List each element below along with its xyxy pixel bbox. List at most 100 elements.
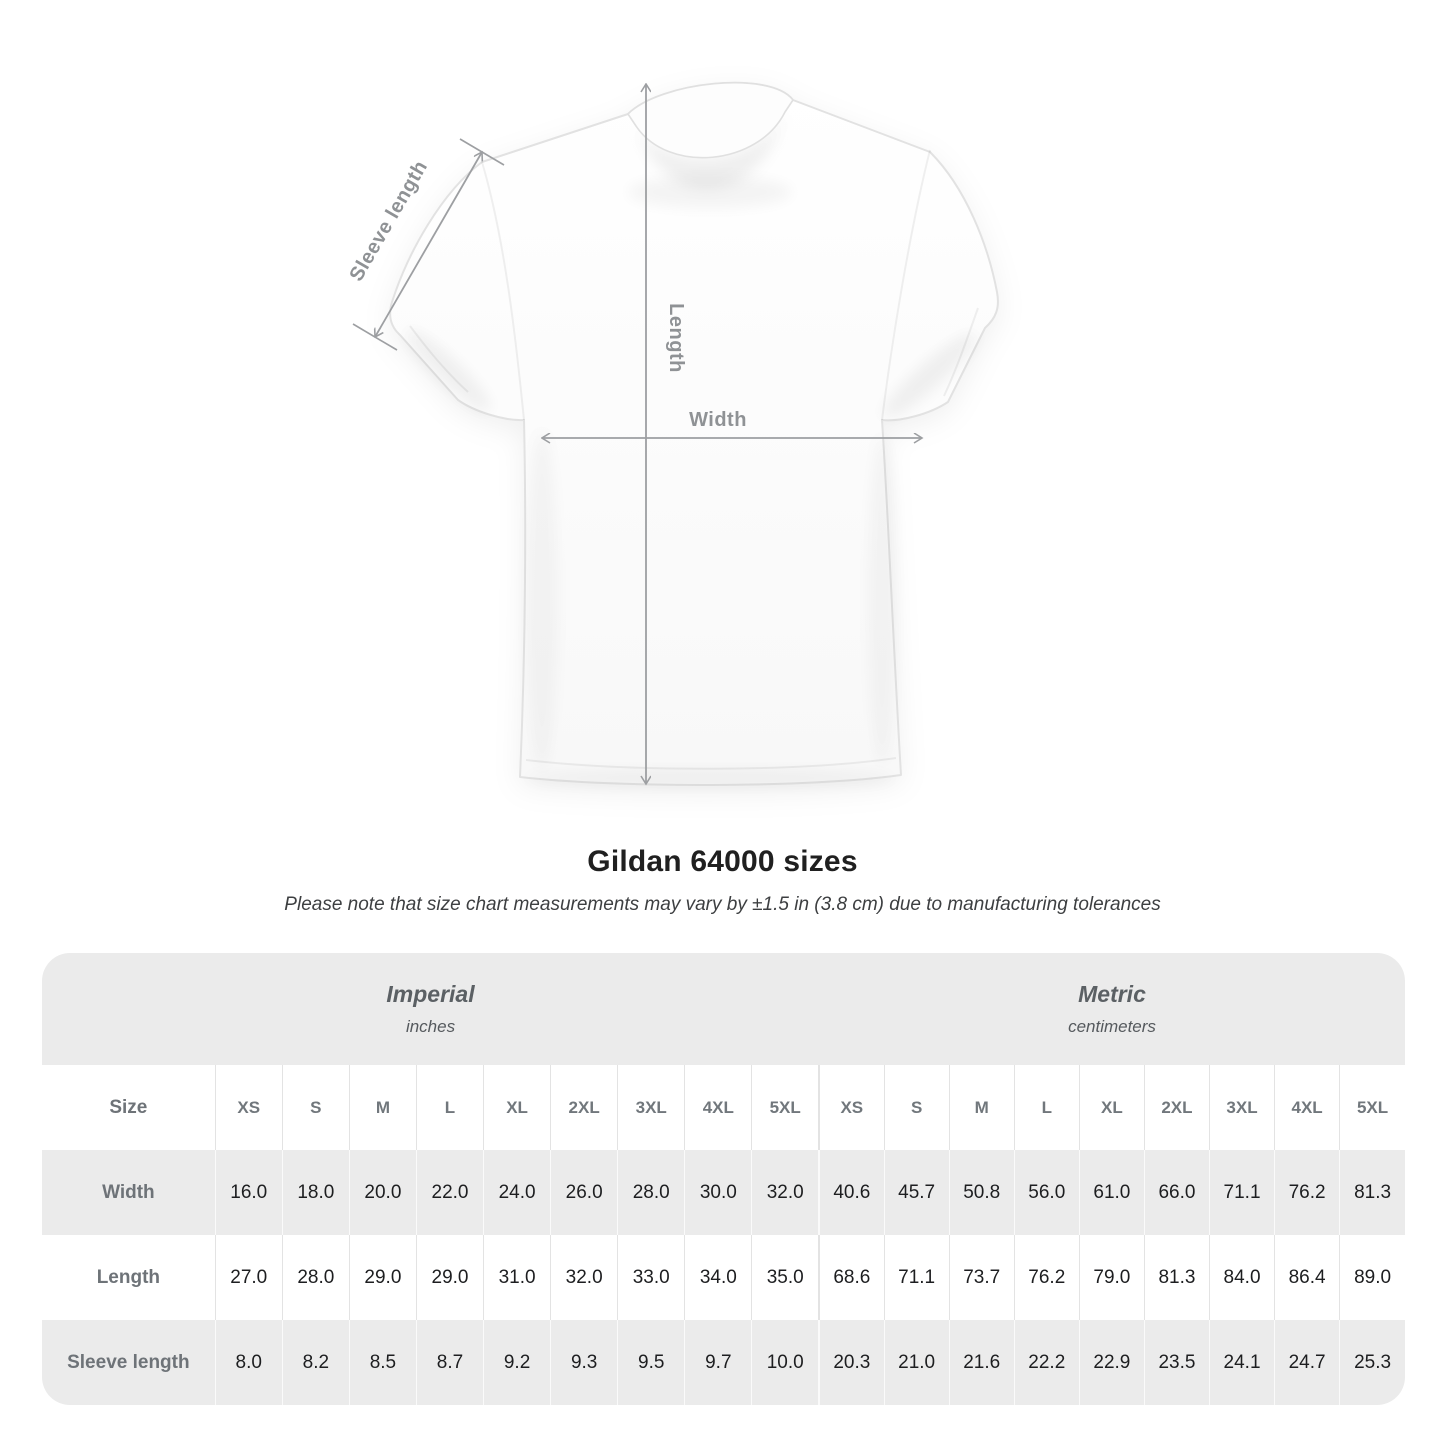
col-header: XS xyxy=(818,1065,885,1150)
value-cell: 89.0 xyxy=(1339,1235,1405,1320)
value-cell: 18.0 xyxy=(281,1150,350,1235)
unit-group-header-row: Imperial inches Metric centimeters xyxy=(42,953,1405,1065)
col-header: XS xyxy=(214,1065,283,1150)
length-row: Length 27.0 28.0 29.0 29.0 31.0 32.0 33.… xyxy=(42,1235,1405,1320)
value-cell: 26.0 xyxy=(550,1150,618,1235)
col-header: 3XL xyxy=(617,1065,685,1150)
value-cell: 32.0 xyxy=(751,1150,820,1235)
value-cell: 21.6 xyxy=(948,1320,1015,1405)
measurement-arrows xyxy=(352,84,922,784)
size-table: Imperial inches Metric centimeters Size … xyxy=(42,953,1405,1405)
imperial-group-header: Imperial inches xyxy=(42,953,820,1065)
value-cell: 84.0 xyxy=(1208,1235,1275,1320)
value-cell: 22.2 xyxy=(1013,1320,1080,1405)
value-cell: 66.0 xyxy=(1143,1150,1210,1235)
value-cell: 9.5 xyxy=(617,1320,685,1405)
value-cell: 16.0 xyxy=(214,1150,283,1235)
metric-unit-label: centimeters xyxy=(1068,1017,1156,1036)
value-cell: 73.7 xyxy=(948,1235,1015,1320)
value-cell: 28.0 xyxy=(281,1235,350,1320)
col-header: M xyxy=(348,1065,417,1150)
col-header: S xyxy=(281,1065,350,1150)
value-cell: 79.0 xyxy=(1078,1235,1145,1320)
value-cell: 40.6 xyxy=(818,1150,885,1235)
size-header: Size xyxy=(42,1065,216,1150)
imperial-unit-label: inches xyxy=(405,1017,456,1036)
col-header: 2XL xyxy=(1143,1065,1210,1150)
imperial-label: Imperial xyxy=(386,981,475,1007)
row-label: Width xyxy=(42,1150,216,1235)
value-cell: 9.3 xyxy=(550,1320,618,1405)
tshirt-collar xyxy=(627,82,794,189)
value-cell: 35.0 xyxy=(751,1235,820,1320)
metric-group-header: Metric centimeters xyxy=(819,953,1405,1065)
page-title: Gildan 64000 sizes xyxy=(587,845,858,878)
value-cell: 22.9 xyxy=(1078,1320,1145,1405)
value-cell: 50.8 xyxy=(948,1150,1015,1235)
value-cell: 20.3 xyxy=(818,1320,885,1405)
value-cell: 32.0 xyxy=(550,1235,618,1320)
col-header: 5XL xyxy=(751,1065,820,1150)
value-cell: 34.0 xyxy=(684,1235,752,1320)
col-header: 4XL xyxy=(684,1065,752,1150)
col-header: L xyxy=(1013,1065,1080,1150)
col-header: 2XL xyxy=(550,1065,618,1150)
col-header: 4XL xyxy=(1274,1065,1340,1150)
value-cell: 8.5 xyxy=(348,1320,417,1405)
col-header: XL xyxy=(483,1065,551,1150)
col-header: M xyxy=(948,1065,1015,1150)
value-cell: 27.0 xyxy=(214,1235,283,1320)
value-cell: 71.1 xyxy=(883,1235,950,1320)
col-header: S xyxy=(883,1065,950,1150)
value-cell: 71.1 xyxy=(1208,1150,1275,1235)
value-cell: 81.3 xyxy=(1339,1150,1405,1235)
value-cell: 29.0 xyxy=(348,1235,417,1320)
value-cell: 24.0 xyxy=(483,1150,551,1235)
size-table-grid: Imperial inches Metric centimeters Size … xyxy=(42,953,1405,1405)
tshirt-measurement-diagram: Sleeve length Length Width xyxy=(330,40,1110,820)
value-cell: 33.0 xyxy=(617,1235,685,1320)
value-cell: 76.2 xyxy=(1013,1235,1080,1320)
value-cell: 45.7 xyxy=(883,1150,950,1235)
value-cell: 86.4 xyxy=(1274,1235,1340,1320)
tshirt-shading xyxy=(405,176,977,787)
size-header-row: Size XS S M L XL 2XL 3XL 4XL 5XL XS S M … xyxy=(42,1065,1405,1150)
value-cell: 29.0 xyxy=(415,1235,484,1320)
sleeve-arrow-end-ticks xyxy=(352,138,505,351)
value-cell: 8.7 xyxy=(415,1320,484,1405)
value-cell: 24.1 xyxy=(1208,1320,1275,1405)
value-cell: 20.0 xyxy=(348,1150,417,1235)
value-cell: 68.6 xyxy=(818,1235,885,1320)
value-cell: 23.5 xyxy=(1143,1320,1210,1405)
value-cell: 9.2 xyxy=(483,1320,551,1405)
row-label: Length xyxy=(42,1235,216,1320)
value-cell: 24.7 xyxy=(1274,1320,1340,1405)
sleeve-length-row: Sleeve length 8.0 8.2 8.5 8.7 9.2 9.3 9.… xyxy=(42,1320,1405,1405)
value-cell: 8.0 xyxy=(214,1320,283,1405)
col-header: 3XL xyxy=(1208,1065,1275,1150)
tshirt-silhouette xyxy=(389,81,999,787)
value-cell: 56.0 xyxy=(1013,1150,1080,1235)
sleeve-length-arrow xyxy=(375,152,482,337)
value-cell: 22.0 xyxy=(415,1150,484,1235)
value-cell: 10.0 xyxy=(751,1320,820,1405)
value-cell: 76.2 xyxy=(1274,1150,1340,1235)
width-label: Width xyxy=(689,409,747,431)
value-cell: 28.0 xyxy=(617,1150,685,1235)
col-header: XL xyxy=(1078,1065,1145,1150)
col-header: L xyxy=(415,1065,484,1150)
value-cell: 25.3 xyxy=(1339,1320,1405,1405)
value-cell: 31.0 xyxy=(483,1235,551,1320)
metric-label: Metric xyxy=(1078,981,1146,1007)
value-cell: 81.3 xyxy=(1143,1235,1210,1320)
value-cell: 8.2 xyxy=(281,1320,350,1405)
value-cell: 9.7 xyxy=(684,1320,752,1405)
value-cell: 30.0 xyxy=(684,1150,752,1235)
tshirt-graphic: Sleeve length Length Width xyxy=(345,81,999,787)
value-cell: 21.0 xyxy=(883,1320,950,1405)
row-label: Sleeve length xyxy=(42,1320,216,1405)
value-cell: 61.0 xyxy=(1078,1150,1145,1235)
length-label: Length xyxy=(665,303,687,373)
col-header: 5XL xyxy=(1339,1065,1405,1150)
